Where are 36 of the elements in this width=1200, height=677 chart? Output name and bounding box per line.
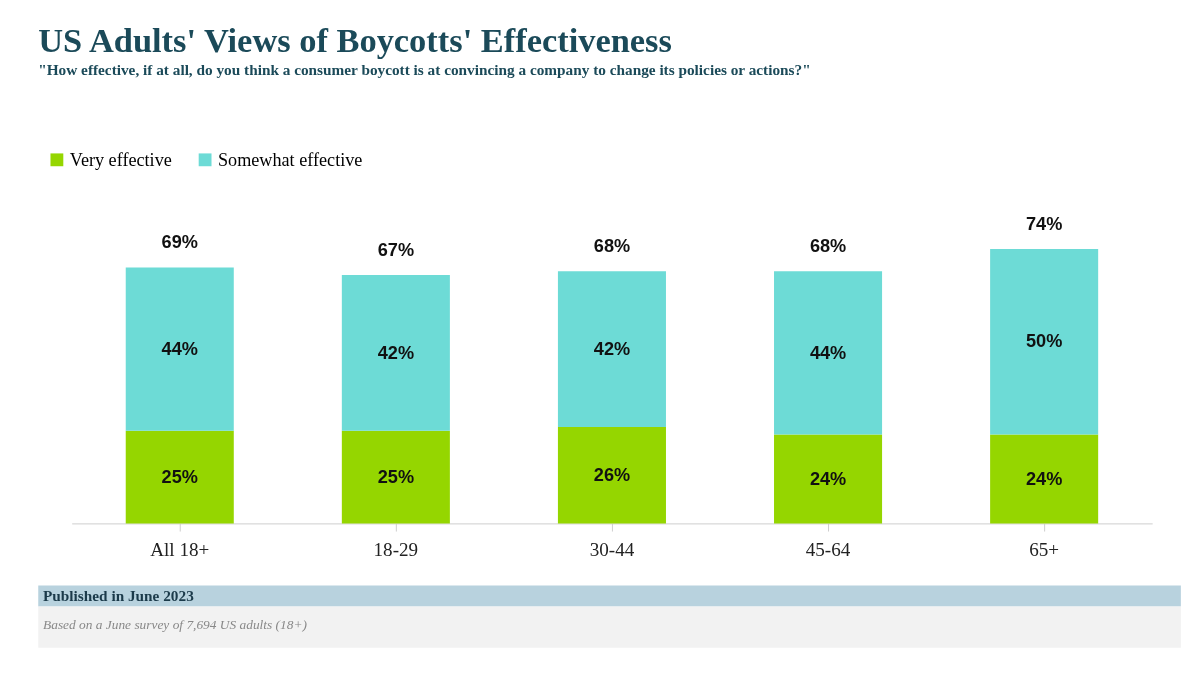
data-label: 42%	[593, 338, 631, 359]
bar	[125, 267, 234, 431]
total-label: 68%	[593, 236, 631, 257]
x-tick-label: 45-64	[805, 539, 851, 561]
x-tick-label: 65+	[1029, 539, 1060, 561]
legend-label: Very effective	[69, 149, 172, 170]
total-label: 68%	[809, 236, 847, 257]
total-label: 67%	[377, 239, 415, 260]
data-label: 44%	[161, 338, 198, 359]
data-label: 24%	[1025, 468, 1063, 489]
chart-title: US Adults' Views of Boycotts' Effectiveness	[38, 21, 672, 60]
bar	[774, 271, 883, 435]
data-label: 44%	[809, 342, 847, 363]
data-label: 50%	[1025, 331, 1063, 352]
data-label: 26%	[593, 464, 631, 485]
legend-label: Somewhat effective	[218, 149, 363, 170]
chart-subtitle: "How effective, if at all, do you think a consumer boycott is at convincing a company to change its policies or actions?"	[38, 60, 811, 78]
data-label: 25%	[161, 466, 198, 487]
x-tick-label: 18-29	[373, 539, 419, 561]
x-tick-label: All 18+	[150, 539, 210, 561]
bar	[341, 274, 450, 431]
bar	[125, 430, 234, 524]
text: Published in June 2023	[43, 586, 195, 604]
bar	[557, 271, 666, 428]
bar	[774, 434, 883, 524]
x-tick-label: 30-44	[589, 539, 635, 561]
data-label: 24%	[809, 468, 847, 489]
text: Based on a June survey of 7,694 US adults (18+)	[43, 616, 308, 632]
bar	[341, 430, 450, 524]
bar	[990, 434, 1099, 524]
total-label: 69%	[161, 232, 198, 253]
bar	[557, 427, 666, 524]
data-label: 25%	[377, 466, 415, 487]
data-label: 42%	[377, 342, 415, 363]
total-label: 74%	[1025, 213, 1063, 234]
bar	[990, 249, 1099, 435]
